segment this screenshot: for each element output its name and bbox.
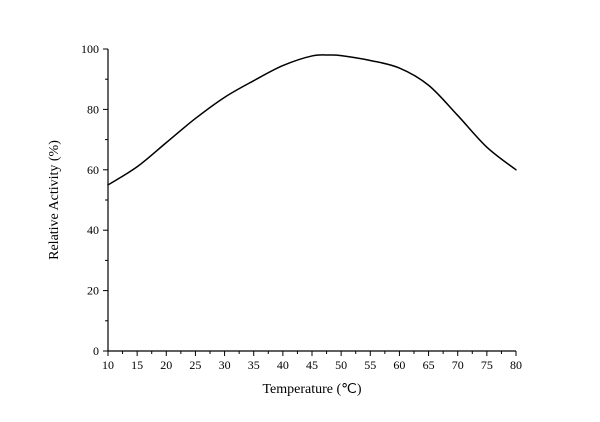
y-axis-title: Relative Activity (%): [47, 140, 62, 260]
x-tick-label: 35: [248, 358, 260, 372]
x-tick-label: 15: [131, 358, 143, 372]
x-tick-label: 70: [452, 358, 464, 372]
x-tick-label: 10: [102, 358, 114, 372]
x-ticks: 10 15 20 25 30 35 40 45 50 55 60 65 70 75 80: [102, 351, 522, 372]
series-group: [107, 54, 517, 186]
x-tick-label: 60: [393, 358, 405, 372]
y-ticks: 0 20 40 60 80 100: [81, 42, 108, 358]
y-tick-label: 40: [87, 223, 99, 237]
x-tick-label: 45: [306, 358, 318, 372]
x-tick-label: 65: [423, 358, 435, 372]
x-tick-label: 30: [219, 358, 231, 372]
x-tick-label: 25: [189, 358, 201, 372]
x-axis-title: Temperature (℃): [262, 382, 361, 397]
y-tick-label: 80: [87, 102, 99, 116]
x-tick-label: 50: [335, 358, 347, 372]
y-tick-label: 60: [87, 163, 99, 177]
x-tick-label: 40: [277, 358, 289, 372]
x-tick-label: 55: [364, 358, 376, 372]
series-line: [107, 54, 517, 186]
y-tick-label: 100: [81, 42, 99, 56]
x-tick-label: 20: [160, 358, 172, 372]
y-tick-label: 0: [93, 344, 99, 358]
x-tick-label: 80: [510, 358, 522, 372]
axes: [107, 49, 516, 352]
y-tick-label: 20: [87, 284, 99, 298]
x-tick-label: 75: [481, 358, 493, 372]
